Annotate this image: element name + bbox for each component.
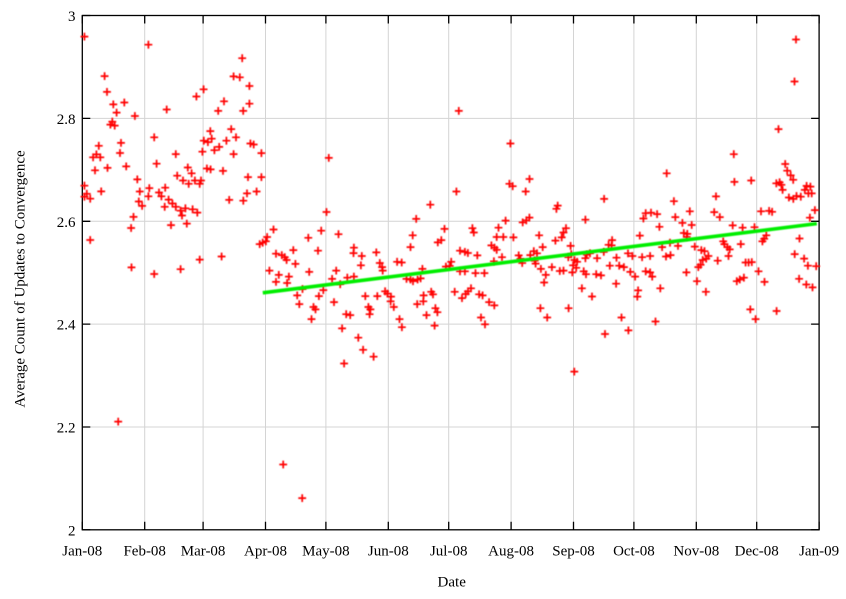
svg-text:Dec-08: Dec-08 [735,544,779,560]
svg-text:Aug-08: Aug-08 [488,544,534,560]
svg-text:3: 3 [68,9,76,25]
svg-text:Jul-08: Jul-08 [430,544,468,560]
svg-text:2.2: 2.2 [57,421,76,437]
svg-text:2.8: 2.8 [57,112,76,128]
svg-text:Date: Date [438,575,467,591]
svg-text:Average Count of Updates to Co: Average Count of Updates to Convergence [13,150,29,408]
svg-text:Nov-08: Nov-08 [673,544,719,560]
svg-text:Jan-08: Jan-08 [62,544,102,560]
svg-text:Jun-08: Jun-08 [368,544,409,560]
svg-text:Oct-08: Oct-08 [613,544,655,560]
svg-text:May-08: May-08 [302,544,350,560]
svg-text:2.4: 2.4 [57,318,76,334]
svg-text:2.6: 2.6 [57,215,76,231]
svg-text:Jan-09: Jan-09 [799,544,839,560]
svg-text:Sep-08: Sep-08 [552,544,595,560]
svg-text:Mar-08: Mar-08 [181,544,226,560]
svg-text:2: 2 [68,523,76,539]
svg-text:Apr-08: Apr-08 [244,544,287,560]
svg-text:Feb-08: Feb-08 [123,544,166,560]
